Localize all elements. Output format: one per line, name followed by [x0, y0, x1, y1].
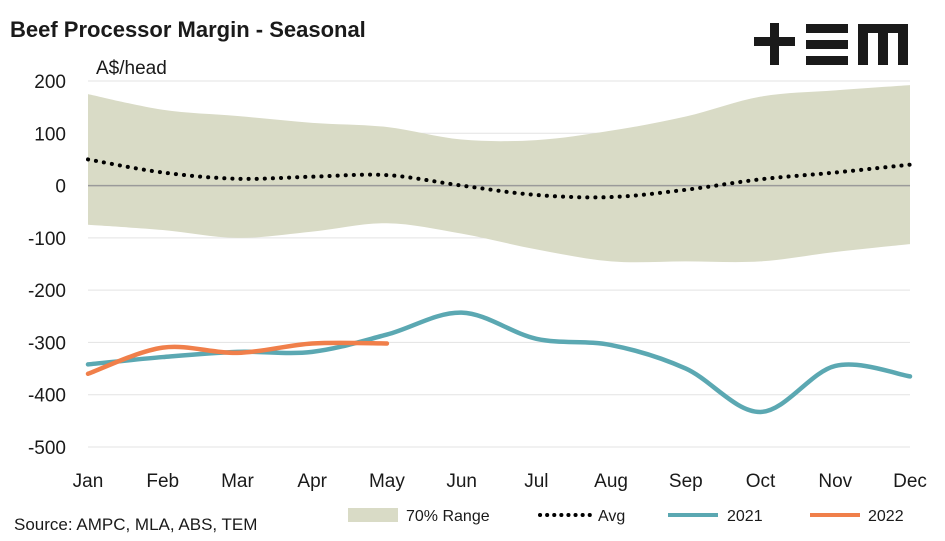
x-tick-label: Sep — [669, 471, 703, 492]
y-tick-label: -400 — [28, 386, 66, 407]
x-tick-label: May — [369, 471, 405, 492]
logo — [754, 23, 908, 65]
x-tick-label: Nov — [818, 471, 852, 492]
y-tick-label: 0 — [55, 177, 66, 198]
legend: 70% Range Avg 2021 2022 — [348, 508, 904, 525]
y-tick-label: -100 — [28, 229, 66, 250]
y-tick-label: -500 — [28, 438, 66, 459]
x-tick-label: Apr — [297, 471, 327, 492]
legend-swatch-range — [348, 508, 398, 522]
x-tick-label: Feb — [146, 471, 179, 492]
range-band — [88, 85, 910, 263]
legend-label-2021: 2021 — [727, 508, 763, 525]
x-tick-label: Jun — [446, 471, 477, 492]
x-tick-label: Dec — [893, 471, 927, 492]
x-tick-label: Jan — [73, 471, 104, 492]
y-tick-label: -200 — [28, 281, 66, 302]
x-tick-label: Mar — [221, 471, 254, 492]
legend-label-avg: Avg — [598, 508, 625, 525]
legend-label-2022: 2022 — [868, 508, 904, 525]
series-line-avg — [86, 157, 912, 200]
x-tick-label: Jul — [524, 471, 548, 492]
x-tick-label: Oct — [746, 471, 776, 492]
source-note: Source: AMPC, MLA, ABS, TEM — [14, 515, 257, 534]
x-tick-label: Aug — [594, 471, 628, 492]
chart-title: Beef Processor Margin - Seasonal — [10, 17, 366, 42]
y-axis-label: A$/head — [96, 58, 167, 79]
series-line-2021 — [85, 310, 913, 415]
y-tick-label: -300 — [28, 333, 66, 354]
series-line-2022 — [85, 340, 390, 377]
y-tick-label: 100 — [34, 124, 66, 145]
y-tick-label: 200 — [34, 72, 66, 93]
legend-label-range: 70% Range — [406, 508, 490, 525]
